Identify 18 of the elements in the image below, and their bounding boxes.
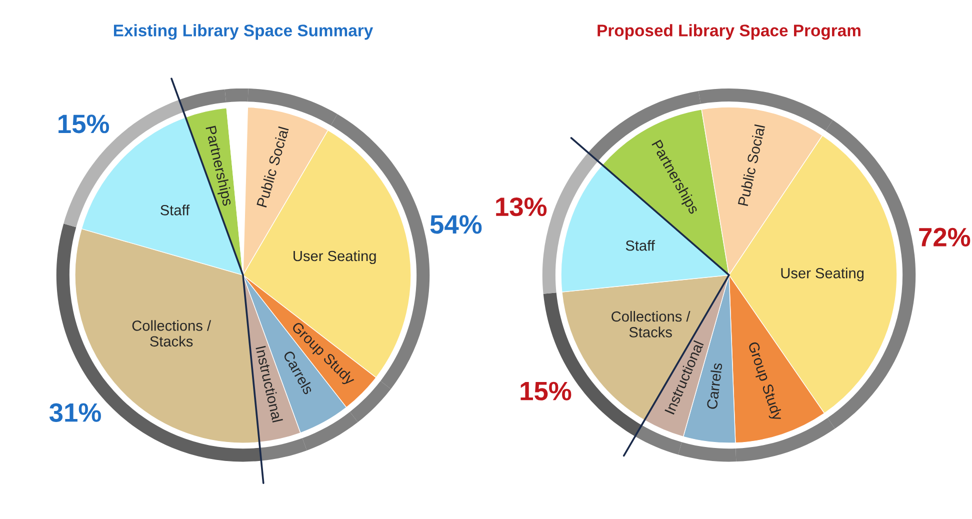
- text: 15%: [520, 382, 572, 400]
- text: 15%: [58, 114, 110, 134]
- text: 31%: [49, 403, 101, 422]
- text: 54%: [430, 215, 482, 234]
- slice-label: Carrels: [706, 362, 722, 410]
- slice-label: Staff: [626, 240, 655, 251]
- slice-label: User Seating: [781, 268, 864, 282]
- chart-title: Existing Library Space Summary: [114, 24, 374, 40]
- slice-label: Group Study: [745, 341, 784, 422]
- text: 72%: [919, 228, 970, 246]
- slice-label: Collections / Stacks: [132, 320, 212, 347]
- slice-label: Staff: [160, 204, 190, 216]
- text: 13%: [496, 197, 547, 216]
- slice-label: Collections / Stacks: [612, 310, 690, 338]
- chart-title: Proposed Library Space Program: [598, 24, 860, 40]
- slice-label: Public Social: [737, 124, 766, 206]
- slice-label: User Seating: [294, 250, 376, 264]
- slice-label: Public Social: [256, 126, 289, 208]
